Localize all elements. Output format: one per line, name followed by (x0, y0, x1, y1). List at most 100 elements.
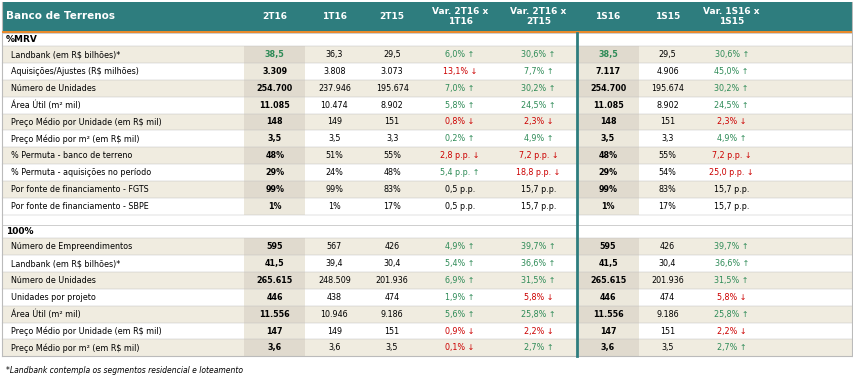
Text: 151: 151 (384, 327, 399, 335)
Text: 30,4: 30,4 (383, 259, 400, 268)
Bar (244, 306, 305, 323)
Bar (577, 323, 638, 340)
Text: *Landbank contempla os segmentos residencial e loteamento: *Landbank contempla os segmentos residen… (6, 366, 243, 375)
Bar (577, 198, 638, 215)
Text: 2,2% ↓: 2,2% ↓ (523, 327, 553, 335)
Bar (577, 97, 638, 113)
Text: 474: 474 (659, 293, 675, 302)
Text: 151: 151 (659, 327, 675, 335)
Bar (2, 323, 851, 340)
Text: 30,6% ↑: 30,6% ↑ (714, 50, 748, 59)
Text: 15,7 p.p.: 15,7 p.p. (520, 202, 555, 211)
Text: Var. 2T16 x
2T15: Var. 2T16 x 2T15 (509, 6, 566, 26)
Text: 36,3: 36,3 (325, 50, 343, 59)
Text: 265.615: 265.615 (589, 276, 625, 285)
Text: 149: 149 (327, 118, 341, 126)
Text: 6,9% ↑: 6,9% ↑ (445, 276, 474, 285)
Text: 100%: 100% (6, 227, 33, 236)
Bar (244, 97, 305, 113)
Text: 25,8% ↑: 25,8% ↑ (520, 310, 555, 319)
Text: 45,0% ↑: 45,0% ↑ (714, 67, 748, 76)
Text: Banco de Terrenos: Banco de Terrenos (6, 11, 115, 21)
Text: 30,4: 30,4 (659, 259, 676, 268)
Bar (2, 272, 851, 289)
Bar (2, 113, 851, 130)
Text: Var. 2T16 x
1T16: Var. 2T16 x 1T16 (432, 6, 488, 26)
Bar (577, 113, 638, 130)
Bar (577, 164, 638, 181)
Text: 39,4: 39,4 (325, 259, 343, 268)
Text: 4,9% ↑: 4,9% ↑ (445, 242, 474, 251)
Text: 1,9% ↑: 1,9% ↑ (445, 293, 474, 302)
Text: 237.946: 237.946 (317, 84, 351, 93)
Bar (2, 164, 851, 181)
Text: 55%: 55% (658, 151, 676, 160)
Bar (577, 80, 638, 97)
Text: 36,6% ↑: 36,6% ↑ (714, 259, 748, 268)
Text: 2,3% ↓: 2,3% ↓ (523, 118, 553, 126)
Bar (2, 215, 851, 225)
Text: 151: 151 (384, 118, 399, 126)
Text: 24,5% ↑: 24,5% ↑ (714, 100, 748, 110)
Text: 15,7 p.p.: 15,7 p.p. (713, 185, 749, 194)
Text: 11.556: 11.556 (259, 310, 290, 319)
Bar (244, 46, 305, 63)
Text: 15,7 p.p.: 15,7 p.p. (713, 202, 749, 211)
Bar (2, 238, 851, 255)
Text: 195.674: 195.674 (650, 84, 683, 93)
Text: 2,2% ↓: 2,2% ↓ (716, 327, 746, 335)
Text: 99%: 99% (325, 185, 343, 194)
Text: 595: 595 (599, 242, 616, 251)
Text: Preço Médio por m² (em R$ mil): Preço Médio por m² (em R$ mil) (6, 343, 139, 353)
Text: Unidades por projeto: Unidades por projeto (6, 293, 96, 302)
Text: 7,7% ↑: 7,7% ↑ (523, 67, 553, 76)
Bar (2, 130, 851, 147)
Text: Número de Unidades: Número de Unidades (6, 84, 96, 93)
Bar (244, 238, 305, 255)
Text: 5,8% ↓: 5,8% ↓ (523, 293, 553, 302)
Text: 438: 438 (327, 293, 341, 302)
Text: % Permuta - banco de terreno: % Permuta - banco de terreno (6, 151, 132, 160)
Text: Preço Médio por m² (em R$ mil): Preço Médio por m² (em R$ mil) (6, 134, 139, 144)
Text: 41,5: 41,5 (264, 259, 284, 268)
Text: 24%: 24% (325, 168, 343, 177)
Bar (577, 130, 638, 147)
Text: 0,5 p.p.: 0,5 p.p. (444, 185, 475, 194)
Text: 3.309: 3.309 (262, 67, 287, 76)
Text: 0,5 p.p.: 0,5 p.p. (444, 202, 475, 211)
Text: 8.902: 8.902 (655, 100, 678, 110)
Text: 148: 148 (266, 118, 283, 126)
Text: 3,5: 3,5 (268, 134, 281, 143)
Bar (577, 147, 638, 164)
Bar (577, 340, 638, 356)
Text: 3.808: 3.808 (322, 67, 345, 76)
Text: 3,6: 3,6 (268, 343, 281, 352)
Text: 18,8 p.p. ↓: 18,8 p.p. ↓ (515, 168, 560, 177)
Text: 2T16: 2T16 (262, 12, 287, 21)
Text: 7,2 p.p. ↓: 7,2 p.p. ↓ (518, 151, 558, 160)
Text: 1S15: 1S15 (654, 12, 679, 21)
Bar (2, 32, 851, 46)
Text: 147: 147 (599, 327, 616, 335)
Text: 254.700: 254.700 (589, 84, 625, 93)
Text: 3,3: 3,3 (660, 134, 673, 143)
Text: 426: 426 (384, 242, 399, 251)
Text: Landbank (em R$ bilhões)*: Landbank (em R$ bilhões)* (6, 259, 120, 268)
Text: 5,4% ↑: 5,4% ↑ (445, 259, 474, 268)
Text: 31,5% ↑: 31,5% ↑ (714, 276, 748, 285)
Text: 25,8% ↑: 25,8% ↑ (714, 310, 748, 319)
Text: 1%: 1% (328, 202, 340, 211)
Bar (244, 289, 305, 306)
Text: 17%: 17% (658, 202, 676, 211)
Bar (577, 238, 638, 255)
Text: 11.085: 11.085 (592, 100, 623, 110)
Text: 83%: 83% (658, 185, 676, 194)
Text: 3,5: 3,5 (601, 134, 614, 143)
Bar (244, 80, 305, 97)
Text: 0,2% ↑: 0,2% ↑ (445, 134, 474, 143)
Bar (244, 323, 305, 340)
Text: 10.474: 10.474 (320, 100, 348, 110)
Text: 15,7 p.p.: 15,7 p.p. (520, 185, 555, 194)
Text: 3,6: 3,6 (328, 343, 340, 352)
Bar (2, 80, 851, 97)
